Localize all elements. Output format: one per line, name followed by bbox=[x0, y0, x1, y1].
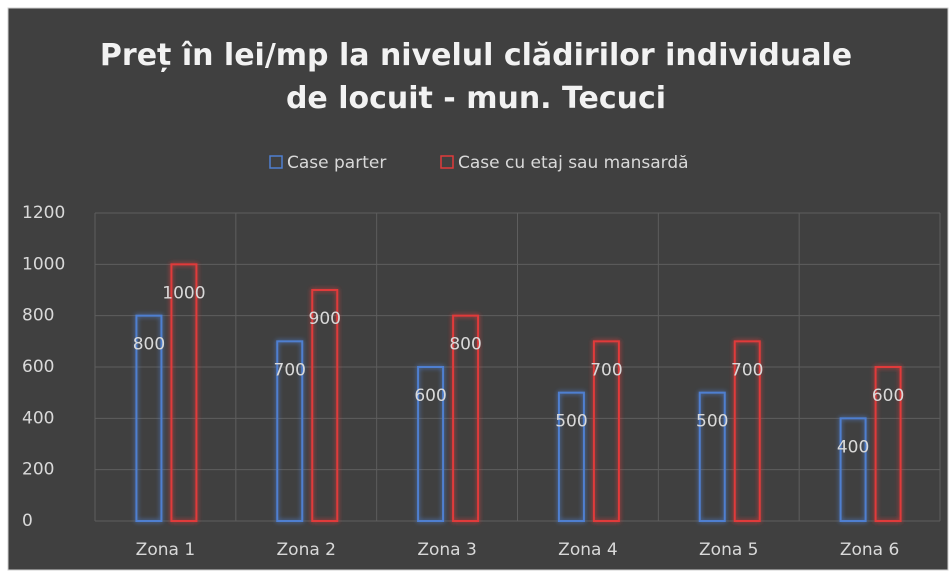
x-tick-label: Zona 2 bbox=[277, 540, 336, 560]
bar bbox=[135, 314, 163, 522]
bar bbox=[276, 340, 304, 523]
y-tick-label: 200 bbox=[22, 460, 54, 480]
y-tick-label: 400 bbox=[22, 408, 54, 428]
x-tick-label: Zona 6 bbox=[840, 540, 899, 560]
y-tick-label: 1000 bbox=[22, 254, 65, 274]
data-label: 700 bbox=[590, 360, 622, 380]
bar bbox=[170, 263, 198, 522]
y-tick-label: 800 bbox=[22, 306, 54, 326]
bar bbox=[452, 314, 480, 522]
data-label: 1000 bbox=[162, 283, 205, 303]
x-tick-label: Zona 3 bbox=[417, 540, 476, 560]
bar bbox=[698, 391, 726, 522]
data-label: 400 bbox=[837, 437, 869, 457]
y-tick-label: 0 bbox=[22, 511, 33, 531]
legend-label: Case cu etaj sau mansardă bbox=[458, 153, 689, 173]
legend-swatch bbox=[269, 155, 283, 169]
data-label: 500 bbox=[555, 412, 587, 432]
legend-swatch bbox=[440, 155, 454, 169]
legend-label: Case parter bbox=[287, 153, 386, 173]
x-tick-label: Zona 4 bbox=[558, 540, 617, 560]
x-tick-label: Zona 5 bbox=[699, 540, 758, 560]
y-tick-label: 1200 bbox=[22, 203, 65, 223]
bar bbox=[417, 366, 445, 522]
bar bbox=[557, 391, 585, 522]
bar bbox=[839, 417, 867, 523]
bar bbox=[311, 289, 339, 522]
data-label: 700 bbox=[274, 360, 306, 380]
data-label: 800 bbox=[133, 335, 165, 355]
bar bbox=[733, 340, 761, 523]
bar bbox=[874, 366, 902, 522]
chart-title: Preț în lei/mp la nivelul clădirilor ind… bbox=[99, 38, 853, 116]
data-label: 600 bbox=[414, 386, 446, 406]
data-label: 500 bbox=[696, 412, 728, 432]
y-tick-label: 600 bbox=[22, 357, 54, 377]
x-tick-label: Zona 1 bbox=[136, 540, 195, 560]
data-label: 800 bbox=[449, 335, 481, 355]
data-label: 600 bbox=[872, 386, 904, 406]
bar bbox=[592, 340, 620, 523]
data-label: 900 bbox=[309, 309, 341, 329]
data-label: 700 bbox=[731, 360, 763, 380]
